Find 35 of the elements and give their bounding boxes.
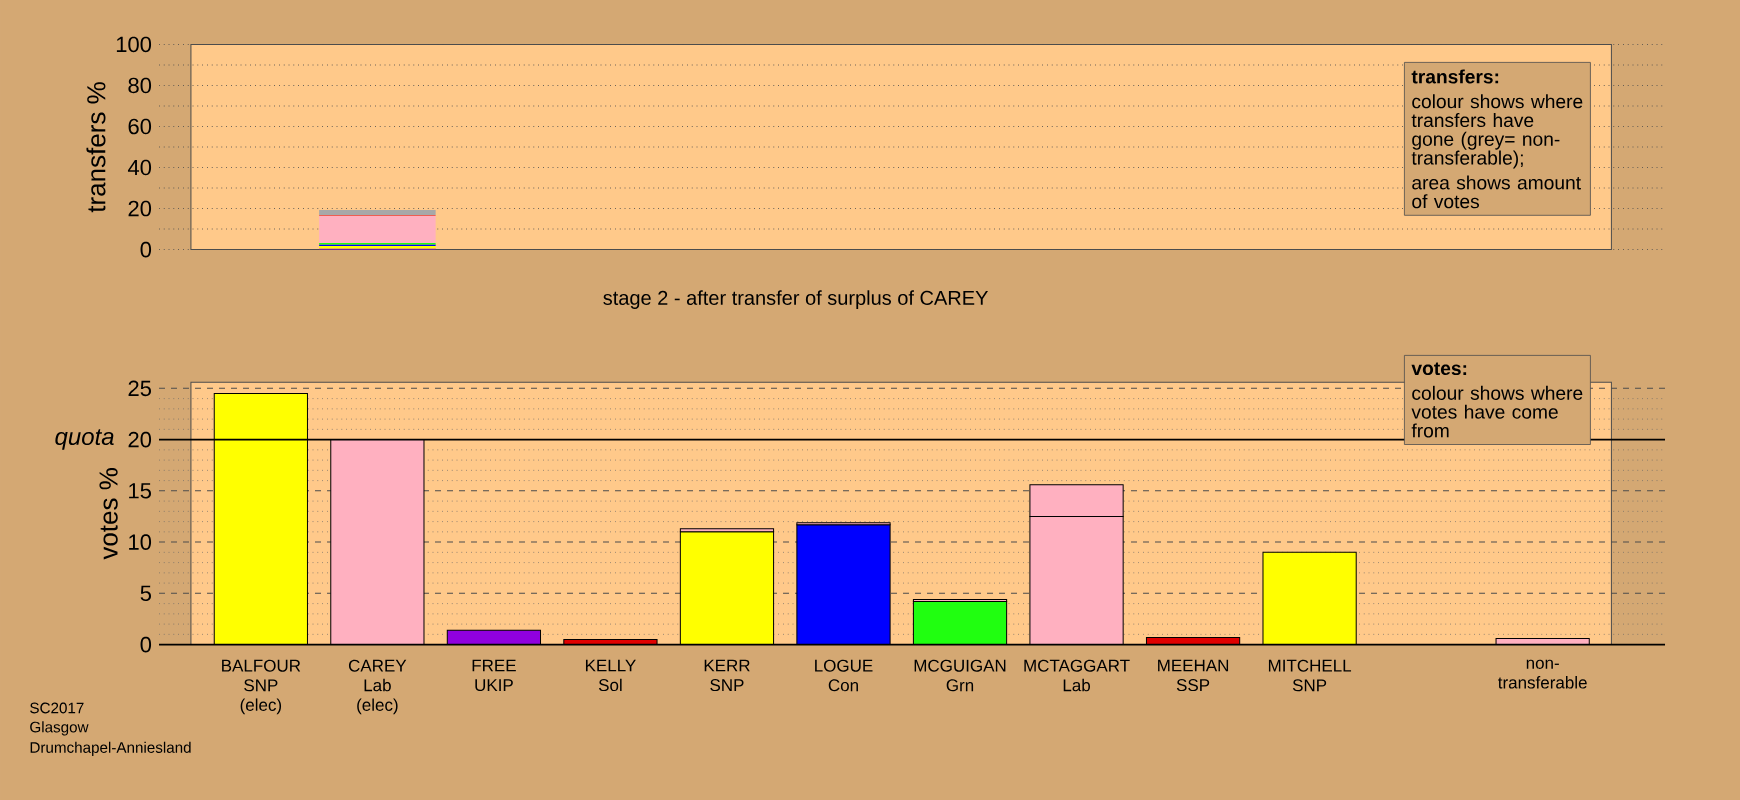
- y-tick-label: 0: [140, 636, 152, 653]
- x-tick-label: BALFOUR SNP (elec): [222, 659, 301, 715]
- x-tick-label: FREE UKIP: [472, 659, 516, 692]
- y-axis-title: votes %: [99, 468, 118, 560]
- chart-title: stage 2 - after transfer of surplus of CAREY: [603, 290, 989, 309]
- text: Glasgow: [30, 721, 89, 736]
- y-tick-label: 80: [128, 77, 152, 94]
- x-tick-label: MCGUIGAN Grn: [914, 659, 1006, 692]
- ref-line-label: quota: [55, 429, 114, 450]
- x-tick-label: MEEHAN SSP: [1158, 659, 1229, 692]
- y-tick-label: 5: [140, 585, 151, 602]
- y-tick-label: 40: [127, 159, 152, 176]
- annotation: colour shows where votes have come from: [1411, 385, 1583, 438]
- y-tick-label: 60: [128, 118, 152, 135]
- x-tick-label: KELLY Sol: [585, 659, 636, 692]
- x-tick-label: CAREY Lab (elec): [348, 659, 407, 715]
- y-tick-label: 0: [140, 241, 152, 258]
- y-tick-label: 20: [128, 200, 152, 217]
- y-tick-label: 100: [116, 36, 152, 53]
- x-tick-label: non-transferable: [1498, 659, 1587, 689]
- x-tick-label: MITCHELL SNP: [1268, 659, 1352, 692]
- annotation: colour shows where transfers have gone (grey= non-transferable);: [1411, 94, 1583, 169]
- x-tick-label: LOGUE Con: [815, 659, 873, 692]
- annotation: area shows amount of votes: [1412, 175, 1581, 209]
- y-axis-title: transfers %: [86, 82, 106, 213]
- x-tick-label: KERR SNP: [704, 659, 750, 692]
- y-tick-label: 15: [129, 483, 151, 499]
- x-tick-label: MCTAGGART Lab: [1024, 659, 1130, 692]
- text: SC2017: [30, 702, 84, 714]
- annotation: transfers:: [1411, 69, 1499, 84]
- y-tick-label: 20: [128, 431, 152, 448]
- y-tick-label: 25: [128, 380, 151, 397]
- y-tick-label: 10: [129, 534, 152, 550]
- text: Drumchapel-Anniesland: [30, 741, 191, 756]
- text: votes:: [1411, 362, 1467, 376]
